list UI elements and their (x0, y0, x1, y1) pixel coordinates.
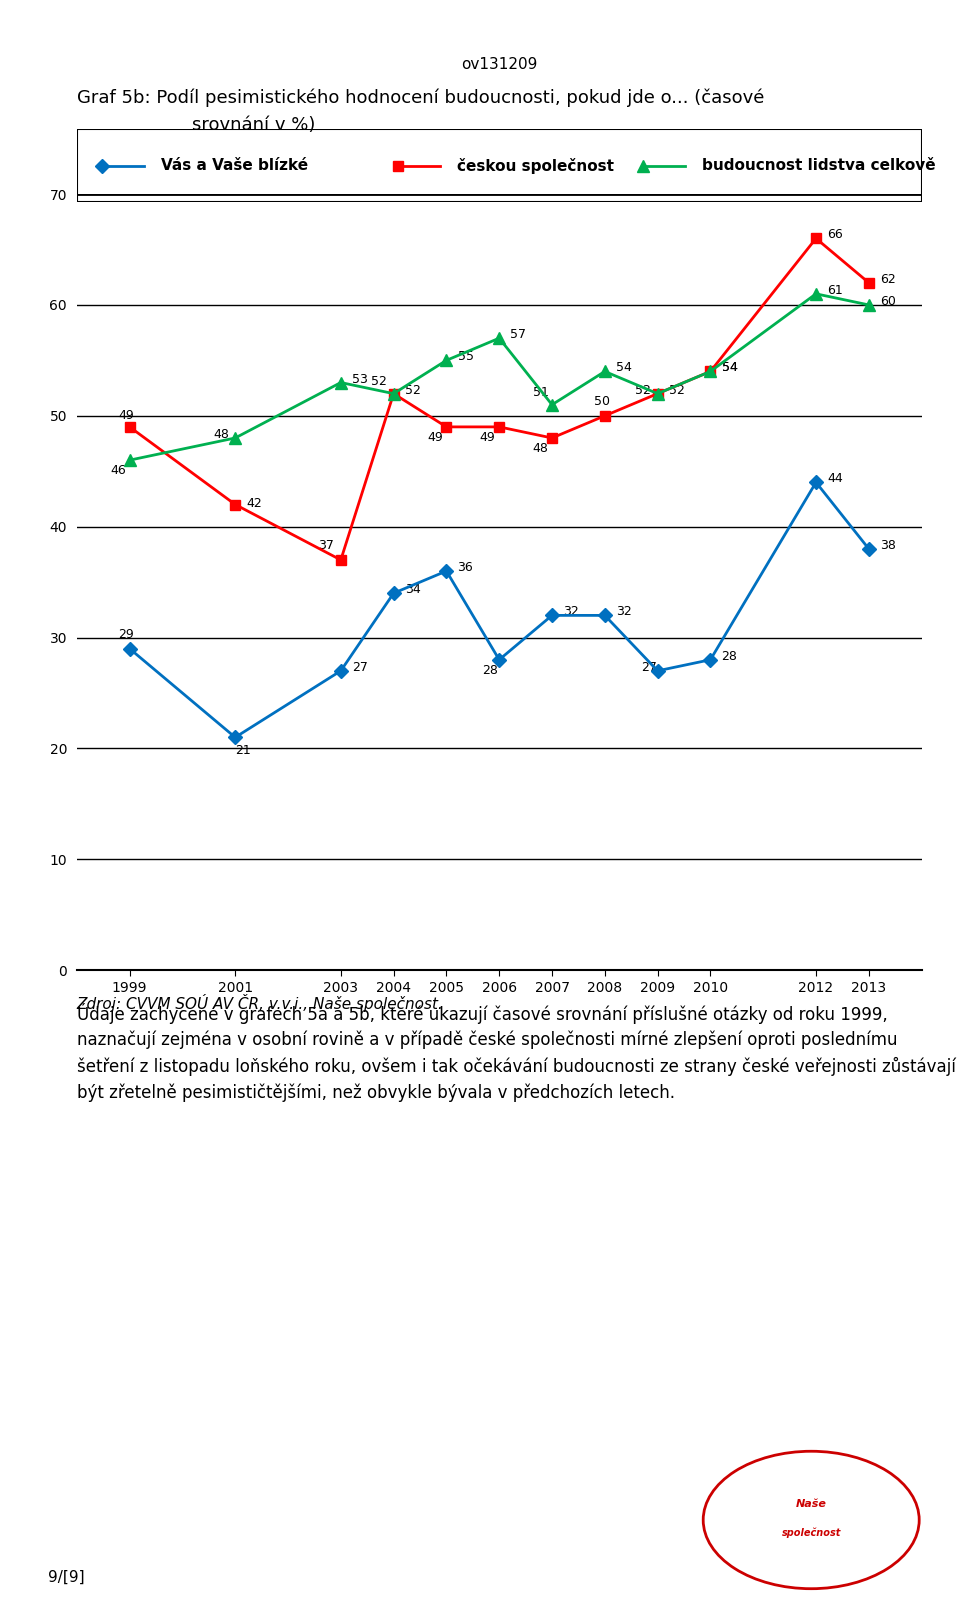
Text: 52: 52 (636, 383, 651, 396)
Text: 50: 50 (593, 395, 610, 407)
Text: 34: 34 (405, 584, 420, 597)
Text: 54: 54 (616, 362, 632, 375)
Text: 32: 32 (564, 605, 579, 618)
Text: 52: 52 (669, 383, 684, 396)
Text: 60: 60 (880, 294, 896, 307)
Text: srovnání v %): srovnání v %) (192, 116, 316, 134)
Text: Údaje zachycené v grafech 5a a 5b, které ukazují časové srovnání příslušné otázk: Údaje zachycené v grafech 5a a 5b, které… (77, 1003, 955, 1101)
Text: ov131209: ov131209 (461, 57, 538, 71)
Text: budoucnost lidstva celkově: budoucnost lidstva celkově (702, 158, 936, 173)
Text: 55: 55 (458, 351, 473, 364)
Text: 62: 62 (880, 273, 896, 286)
Text: 52: 52 (372, 375, 387, 388)
Text: 46: 46 (110, 464, 126, 477)
Text: 21: 21 (235, 744, 251, 757)
Text: 28: 28 (483, 663, 498, 676)
Text: Graf 5b: Podíl pesimistického hodnocení budoucnosti, pokud jde o... (časové: Graf 5b: Podíl pesimistického hodnocení … (77, 89, 764, 107)
Text: 49: 49 (118, 409, 134, 422)
Text: společnost: společnost (781, 1528, 841, 1538)
Text: 61: 61 (828, 285, 843, 298)
Text: 53: 53 (352, 372, 368, 385)
Text: 32: 32 (616, 605, 632, 618)
Text: 48: 48 (533, 441, 548, 454)
Text: 37: 37 (319, 538, 334, 551)
Text: 51: 51 (533, 386, 548, 399)
Text: 36: 36 (458, 561, 473, 574)
Text: 54: 54 (722, 362, 737, 375)
Text: Naše: Naše (796, 1499, 827, 1509)
Text: 27: 27 (641, 661, 657, 674)
Text: 54: 54 (722, 362, 737, 375)
Text: Zdroj: CVVM SOÚ AV ČR, v.v.i., Naše společnost.: Zdroj: CVVM SOÚ AV ČR, v.v.i., Naše spol… (77, 994, 444, 1012)
Text: 48: 48 (213, 429, 228, 441)
Text: 57: 57 (511, 328, 526, 341)
Text: 66: 66 (828, 228, 843, 241)
Text: 44: 44 (828, 472, 843, 485)
Text: 29: 29 (118, 627, 134, 640)
Text: 42: 42 (247, 498, 262, 511)
Text: Vás a Vaše blízké: Vás a Vaše blízké (161, 158, 308, 173)
Text: 52: 52 (405, 383, 420, 396)
Text: českou společnost: českou společnost (457, 158, 614, 173)
Text: 38: 38 (880, 538, 896, 551)
Text: 49: 49 (480, 430, 495, 443)
Text: 49: 49 (427, 430, 443, 443)
Text: 28: 28 (722, 650, 737, 663)
Text: 27: 27 (352, 661, 368, 674)
Text: 9/[9]: 9/[9] (48, 1570, 84, 1585)
